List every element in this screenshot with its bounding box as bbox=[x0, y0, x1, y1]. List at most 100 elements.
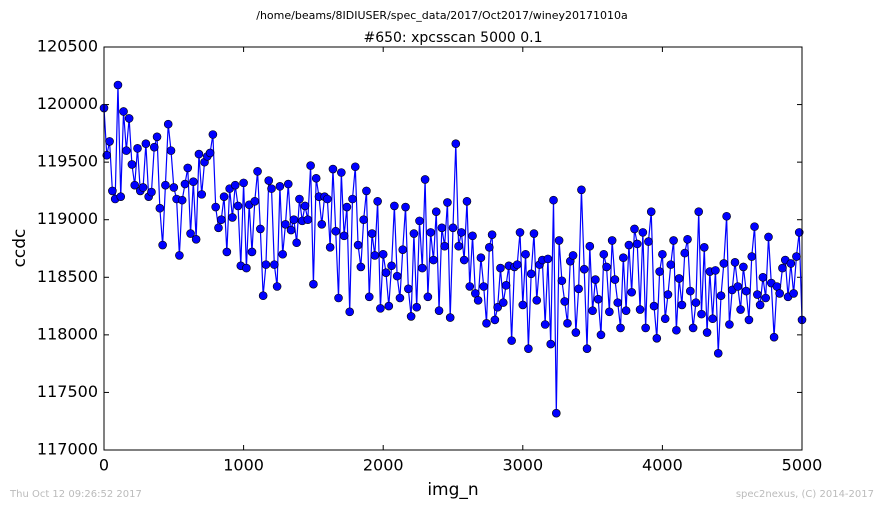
data-point bbox=[663, 290, 673, 299]
data-point bbox=[669, 236, 678, 245]
data-point bbox=[482, 319, 491, 328]
data-point bbox=[512, 260, 522, 269]
data-point bbox=[549, 195, 558, 205]
data-point bbox=[356, 262, 366, 272]
data-point bbox=[605, 307, 614, 317]
data-point bbox=[122, 146, 131, 155]
data-point bbox=[166, 146, 176, 155]
data-point bbox=[454, 241, 463, 251]
data-point bbox=[309, 279, 318, 289]
data-point bbox=[621, 306, 631, 315]
data-point bbox=[786, 259, 796, 268]
data-point bbox=[515, 228, 525, 237]
data-point bbox=[119, 107, 128, 116]
y-tick-label: 117000 bbox=[37, 440, 98, 459]
y-tick-label: 120500 bbox=[37, 37, 98, 56]
data-point bbox=[652, 334, 662, 343]
y-tick-label: 119000 bbox=[37, 209, 98, 228]
data-point bbox=[412, 302, 422, 312]
data-point bbox=[658, 249, 667, 259]
data-point bbox=[708, 314, 717, 324]
data-point bbox=[194, 149, 204, 159]
data-point bbox=[739, 262, 748, 272]
data-point bbox=[163, 119, 173, 129]
data-point bbox=[775, 289, 784, 298]
data-point bbox=[792, 252, 801, 261]
data-point bbox=[540, 320, 550, 329]
data-point bbox=[116, 192, 126, 201]
data-point bbox=[529, 229, 539, 238]
data-point bbox=[211, 202, 220, 212]
data-point bbox=[409, 229, 419, 238]
data-point bbox=[764, 232, 773, 242]
data-point bbox=[758, 272, 768, 282]
data-point bbox=[557, 276, 567, 286]
data-point bbox=[649, 301, 659, 311]
data-point bbox=[593, 294, 603, 304]
data-point bbox=[560, 297, 569, 306]
data-point bbox=[222, 247, 232, 257]
data-point bbox=[543, 254, 553, 264]
data-point bbox=[197, 190, 207, 199]
data-point bbox=[755, 300, 765, 310]
data-point bbox=[169, 183, 179, 192]
y-tick-label: 119500 bbox=[37, 152, 98, 171]
data-point bbox=[133, 144, 142, 153]
data-point bbox=[591, 275, 600, 284]
data-point bbox=[317, 220, 327, 229]
data-point bbox=[702, 328, 712, 337]
data-point bbox=[465, 282, 475, 291]
data-point bbox=[147, 187, 156, 197]
data-point bbox=[415, 216, 424, 226]
data-point bbox=[272, 282, 282, 291]
y-tick-label: 120000 bbox=[37, 94, 98, 113]
data-point bbox=[462, 196, 472, 206]
data-point bbox=[138, 183, 148, 192]
data-point bbox=[672, 325, 681, 335]
data-point bbox=[683, 234, 692, 244]
data-point bbox=[286, 225, 296, 235]
data-point bbox=[459, 255, 469, 265]
data-point bbox=[443, 198, 452, 207]
suptitle: /home/beams/8IDIUSER/spec_data/2017/Oct2… bbox=[256, 9, 628, 22]
data-point bbox=[183, 163, 193, 173]
data-point bbox=[373, 196, 382, 206]
data-point bbox=[716, 291, 726, 301]
x-tick-label: 5000 bbox=[782, 456, 823, 475]
data-point bbox=[378, 249, 388, 259]
data-point bbox=[325, 243, 335, 252]
data-point bbox=[666, 260, 676, 269]
chart-title: #650: xpcsscan 5000 0.1 bbox=[363, 30, 542, 46]
data-point bbox=[524, 344, 533, 353]
data-point bbox=[208, 130, 218, 139]
data-point bbox=[239, 178, 248, 188]
data-point bbox=[632, 239, 642, 249]
data-point bbox=[437, 223, 447, 233]
data-point bbox=[440, 241, 449, 251]
data-point bbox=[205, 148, 215, 158]
data-point bbox=[353, 240, 363, 250]
data-point bbox=[473, 296, 483, 305]
data-point bbox=[635, 305, 645, 314]
data-point bbox=[501, 281, 511, 290]
data-point bbox=[381, 268, 391, 277]
data-point bbox=[588, 306, 597, 315]
data-point bbox=[348, 194, 357, 204]
data-point bbox=[563, 319, 572, 328]
data-point bbox=[289, 215, 299, 225]
data-point bbox=[619, 253, 628, 263]
data-point bbox=[406, 312, 416, 321]
data-point bbox=[180, 179, 190, 189]
data-point bbox=[479, 282, 489, 291]
data-point bbox=[127, 160, 137, 169]
data-point bbox=[261, 260, 271, 269]
data-point bbox=[292, 238, 301, 248]
data-point bbox=[571, 328, 581, 337]
data-point bbox=[744, 315, 754, 325]
data-point bbox=[367, 229, 377, 238]
y-tick-label: 118000 bbox=[37, 324, 98, 343]
data-point bbox=[434, 306, 444, 315]
credit: spec2nexus, (C) 2014-2017 bbox=[736, 489, 874, 500]
data-point bbox=[747, 252, 757, 261]
